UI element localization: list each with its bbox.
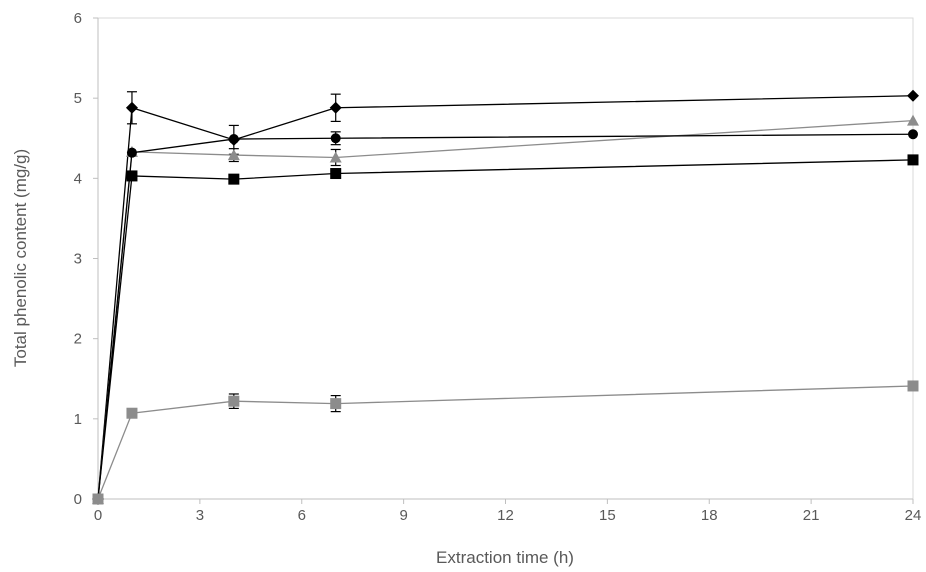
data-point-square	[126, 170, 138, 182]
x-tick-label: 15	[599, 507, 616, 524]
y-tick-label: 0	[74, 491, 82, 508]
data-point-circle	[908, 129, 918, 140]
data-point-square	[330, 168, 342, 180]
plot-area	[97, 17, 914, 500]
data-point-circle	[228, 134, 239, 145]
data-point-square	[228, 395, 240, 407]
data-point-circle	[126, 147, 137, 158]
x-tick-label: 12	[497, 507, 514, 524]
data-point-square	[126, 407, 138, 419]
y-tick-label: 2	[74, 331, 82, 348]
y-tick-label: 5	[74, 90, 82, 107]
series-layer	[92, 89, 919, 505]
x-tick-label: 0	[94, 507, 102, 524]
data-point-diamond	[125, 101, 138, 114]
x-tick-label: 21	[803, 507, 820, 524]
data-point-circle	[330, 133, 341, 144]
x-tick-label: 24	[905, 507, 922, 524]
y-tick-label: 4	[74, 170, 82, 187]
data-point-diamond	[329, 101, 342, 114]
x-tick-label: 6	[298, 507, 306, 524]
data-point-square	[330, 398, 342, 410]
data-point-square	[92, 493, 104, 505]
data-point-square	[907, 154, 919, 166]
x-tick-label: 18	[701, 507, 718, 524]
x-axis-title: Extraction time (h)	[436, 548, 574, 567]
y-tick-label: 3	[74, 251, 82, 268]
data-point-triangle	[907, 114, 919, 126]
y-tick-label: 1	[74, 411, 82, 428]
series-5	[92, 380, 919, 505]
y-axis-title: Total phenolic content (mg/g)	[11, 149, 30, 367]
data-point-square	[907, 380, 919, 392]
x-tick-label: 3	[196, 507, 204, 524]
y-tick-label: 6	[74, 10, 82, 27]
data-point-triangle	[329, 151, 342, 163]
data-point-diamond	[907, 89, 919, 102]
data-point-square	[228, 173, 240, 185]
x-tick-label: 9	[399, 507, 407, 524]
data-point-triangle	[227, 149, 240, 161]
